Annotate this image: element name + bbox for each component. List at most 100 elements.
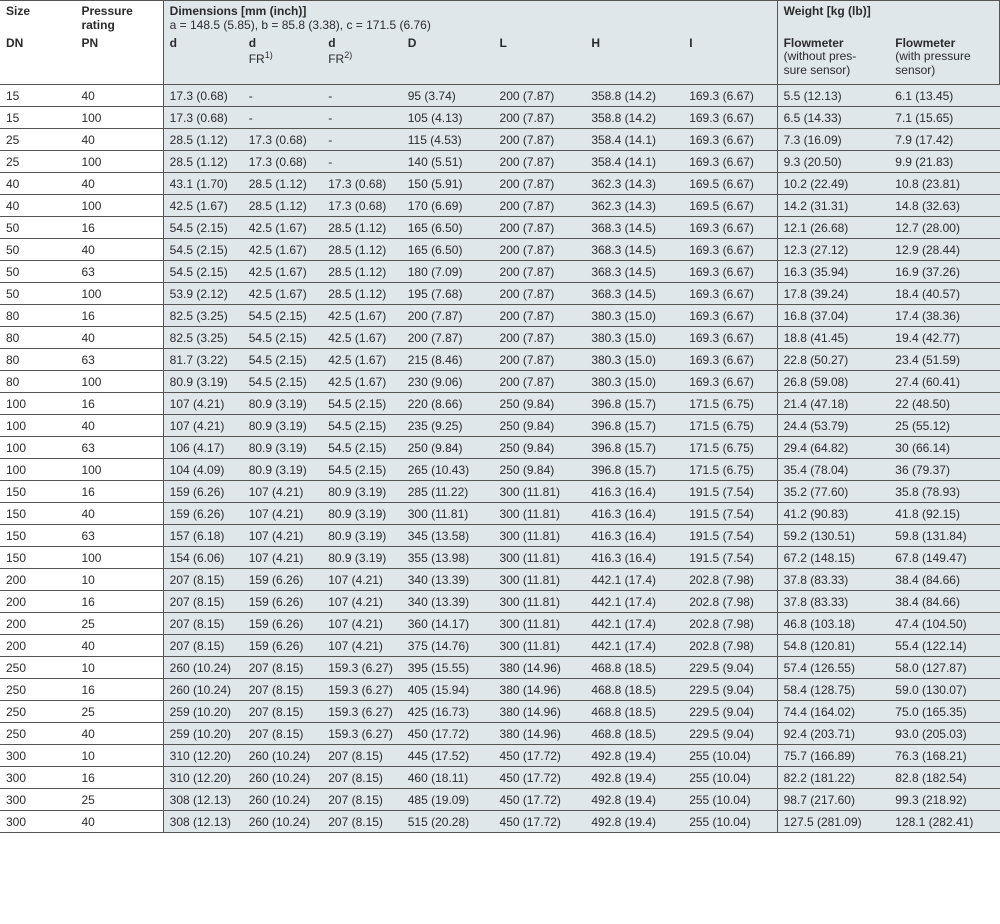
cell-w2: 55.4 (122.14) [889,634,999,656]
cell-dfr1: 54.5 (2.15) [243,348,323,370]
cell-w1: 12.1 (26.68) [777,216,889,238]
cell-H: 442.1 (17.4) [585,612,683,634]
cell-H: 368.3 (14.5) [585,282,683,304]
cell-pn: 40 [75,84,163,106]
cell-L: 200 (7.87) [494,194,586,216]
cell-L: 380 (14.96) [494,722,586,744]
cell-pn: 16 [75,766,163,788]
cell-H: 442.1 (17.4) [585,634,683,656]
cell-d: 310 (12.20) [163,744,243,766]
cell-L: 380 (14.96) [494,656,586,678]
cell-w2: 38.4 (84.66) [889,568,999,590]
cell-I: 255 (10.04) [683,744,777,766]
table-row: 30010310 (12.20)260 (10.24)207 (8.15)445… [0,744,1000,766]
table-row: 100100104 (4.09)80.9 (3.19)54.5 (2.15)26… [0,458,1000,480]
cell-dfr1: - [243,84,323,106]
cell-w1: 75.7 (166.89) [777,744,889,766]
cell-d: 82.5 (3.25) [163,326,243,348]
cell-d: 207 (8.15) [163,634,243,656]
cell-w2: 67.8 (149.47) [889,546,999,568]
cell-w1: 98.7 (217.60) [777,788,889,810]
cell-d: 53.9 (2.12) [163,282,243,304]
cell-w1: 54.8 (120.81) [777,634,889,656]
table-row: 504054.5 (2.15)42.5 (1.67)28.5 (1.12)165… [0,238,1000,260]
cell-dfr1: 159 (6.26) [243,590,323,612]
cell-dfr2: 159.3 (6.27) [322,656,402,678]
cell-pn: 40 [75,172,163,194]
cell-D: 425 (16.73) [402,700,494,722]
cell-d: 54.5 (2.15) [163,216,243,238]
cell-dfr1: 54.5 (2.15) [243,326,323,348]
cell-w2: 6.1 (13.45) [889,84,999,106]
cell-L: 300 (11.81) [494,612,586,634]
cell-w2: 38.4 (84.66) [889,590,999,612]
cell-d: 260 (10.24) [163,678,243,700]
cell-H: 492.8 (19.4) [585,810,683,832]
table-row: 404043.1 (1.70)28.5 (1.12)17.3 (0.68)150… [0,172,1000,194]
cell-I: 169.3 (6.67) [683,348,777,370]
cell-L: 200 (7.87) [494,348,586,370]
cell-dfr1: 80.9 (3.19) [243,392,323,414]
cell-dn: 150 [0,546,75,568]
cell-d: 28.5 (1.12) [163,128,243,150]
table-row: 25025259 (10.20)207 (8.15)159.3 (6.27)42… [0,700,1000,722]
table-row: 30025308 (12.13)260 (10.24)207 (8.15)485… [0,788,1000,810]
cell-I: 171.5 (6.75) [683,392,777,414]
th-weight-group: Weight [kg (lb)] [777,1,999,35]
cell-w1: 17.8 (39.24) [777,282,889,304]
cell-H: 362.3 (14.3) [585,194,683,216]
cell-H: 358.4 (14.1) [585,128,683,150]
cell-D: 355 (13.98) [402,546,494,568]
cell-w1: 127.5 (281.09) [777,810,889,832]
cell-dfr2: 28.5 (1.12) [322,282,402,304]
cell-w1: 41.2 (90.83) [777,502,889,524]
cell-I: 169.3 (6.67) [683,84,777,106]
cell-pn: 10 [75,568,163,590]
cell-H: 416.3 (16.4) [585,546,683,568]
cell-pn: 100 [75,370,163,392]
cell-pn: 100 [75,106,163,128]
cell-D: 180 (7.09) [402,260,494,282]
cell-D: 170 (6.69) [402,194,494,216]
cell-dn: 250 [0,700,75,722]
cell-dn: 50 [0,282,75,304]
cell-d: 43.1 (1.70) [163,172,243,194]
cell-d: 207 (8.15) [163,568,243,590]
cell-D: 285 (11.22) [402,480,494,502]
cell-dn: 80 [0,326,75,348]
cell-d: 310 (12.20) [163,766,243,788]
cell-d: 54.5 (2.15) [163,260,243,282]
table-row: 2510028.5 (1.12)17.3 (0.68)-140 (5.51)20… [0,150,1000,172]
cell-L: 300 (11.81) [494,590,586,612]
cell-I: 202.8 (7.98) [683,634,777,656]
cell-w2: 93.0 (205.03) [889,722,999,744]
cell-w2: 23.4 (51.59) [889,348,999,370]
cell-w2: 12.7 (28.00) [889,216,999,238]
cell-I: 191.5 (7.54) [683,546,777,568]
th-size-group: Size [0,1,75,35]
cell-dfr1: 107 (4.21) [243,502,323,524]
cell-dfr2: 207 (8.15) [322,810,402,832]
cell-I: 169.5 (6.67) [683,194,777,216]
cell-dfr2: - [322,150,402,172]
cell-w1: 24.4 (53.79) [777,414,889,436]
table-row: 20025207 (8.15)159 (6.26)107 (4.21)360 (… [0,612,1000,634]
cell-pn: 100 [75,546,163,568]
table-row: 801682.5 (3.25)54.5 (2.15)42.5 (1.67)200… [0,304,1000,326]
cell-L: 300 (11.81) [494,568,586,590]
cell-pn: 16 [75,392,163,414]
th-dn: DN [0,35,75,85]
cell-L: 300 (11.81) [494,502,586,524]
cell-I: 169.3 (6.67) [683,238,777,260]
cell-pn: 16 [75,678,163,700]
cell-w1: 37.8 (83.33) [777,568,889,590]
cell-dn: 50 [0,238,75,260]
cell-D: 360 (14.17) [402,612,494,634]
cell-I: 202.8 (7.98) [683,590,777,612]
cell-d: 260 (10.24) [163,656,243,678]
cell-dfr2: 159.3 (6.27) [322,700,402,722]
cell-H: 468.8 (18.5) [585,656,683,678]
cell-w2: 99.3 (218.92) [889,788,999,810]
cell-I: 171.5 (6.75) [683,436,777,458]
table-row: 25040259 (10.20)207 (8.15)159.3 (6.27)45… [0,722,1000,744]
